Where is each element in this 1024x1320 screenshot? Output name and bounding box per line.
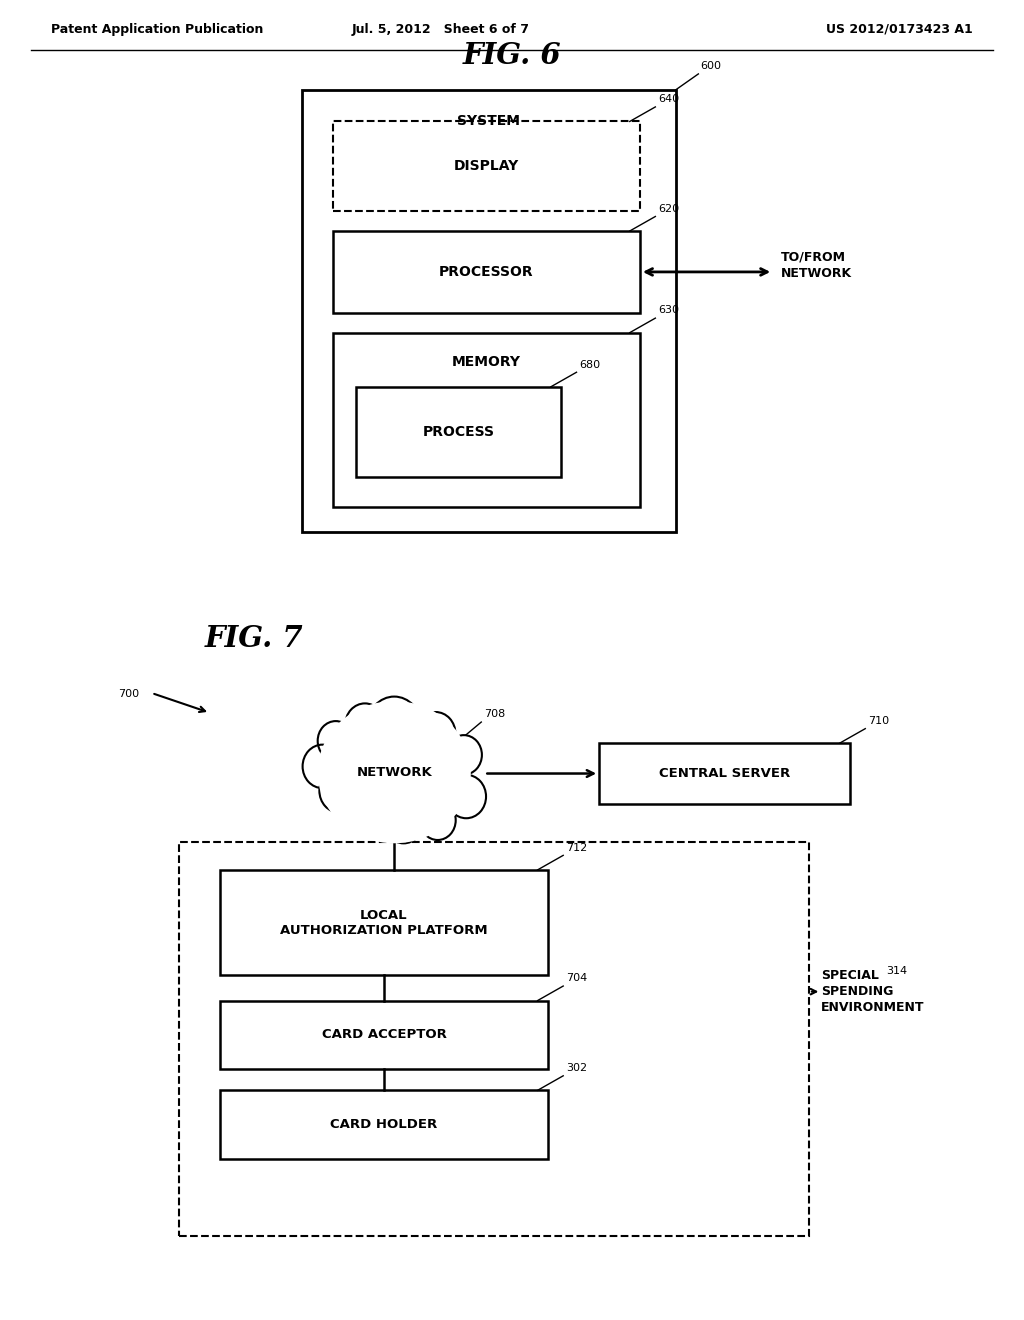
Text: FIG. 6: FIG. 6 [463,41,561,70]
Ellipse shape [420,800,456,840]
Text: PROCESSOR: PROCESSOR [439,265,534,279]
Text: 712: 712 [566,842,588,853]
Ellipse shape [384,800,424,843]
Text: 708: 708 [484,709,506,719]
Text: TO/FROM
NETWORK: TO/FROM NETWORK [781,251,852,280]
Ellipse shape [317,701,471,843]
Ellipse shape [416,711,456,755]
Ellipse shape [338,781,375,821]
Text: NETWORK: NETWORK [356,766,432,779]
Text: 630: 630 [658,305,680,315]
Text: SYSTEM: SYSTEM [458,115,520,128]
Text: CARD ACCEPTOR: CARD ACCEPTOR [322,1028,446,1041]
Bar [333,333,640,507]
Bar [333,121,640,211]
Bar [220,1001,548,1069]
Text: 700: 700 [118,689,139,700]
Text: 620: 620 [658,203,680,214]
Text: CARD HOLDER: CARD HOLDER [331,1118,437,1131]
Ellipse shape [446,775,486,818]
Text: 710: 710 [868,715,890,726]
Bar [599,743,850,804]
Bar [220,870,548,975]
Text: Patent Application Publication: Patent Application Publication [51,22,263,36]
Text: Jul. 5, 2012   Sheet 6 of 7: Jul. 5, 2012 Sheet 6 of 7 [351,22,529,36]
Ellipse shape [317,721,353,760]
Text: LOCAL
AUTHORIZATION PLATFORM: LOCAL AUTHORIZATION PLATFORM [281,908,487,937]
Text: 302: 302 [566,1063,588,1073]
Text: 704: 704 [566,973,588,983]
Text: 680: 680 [580,359,601,370]
Text: MEMORY: MEMORY [452,355,521,368]
Bar [179,842,809,1236]
Ellipse shape [345,704,385,747]
Text: 600: 600 [700,61,722,71]
Bar [220,1090,548,1159]
Text: SPECIAL
SPENDING
ENVIRONMENT: SPECIAL SPENDING ENVIRONMENT [821,969,925,1014]
Text: 314: 314 [886,966,907,975]
Ellipse shape [303,744,342,788]
Ellipse shape [359,796,395,836]
Bar [302,90,676,532]
Text: US 2012/0173423 A1: US 2012/0173423 A1 [826,22,973,36]
Ellipse shape [368,697,421,756]
Text: 640: 640 [658,94,680,104]
Bar [333,231,640,313]
Ellipse shape [319,770,359,813]
Text: PROCESS: PROCESS [423,425,495,438]
Text: CENTRAL SERVER: CENTRAL SERVER [658,767,791,780]
Text: DISPLAY: DISPLAY [454,160,519,173]
Bar [356,387,561,477]
Text: FIG. 7: FIG. 7 [205,624,303,653]
Ellipse shape [445,735,482,775]
